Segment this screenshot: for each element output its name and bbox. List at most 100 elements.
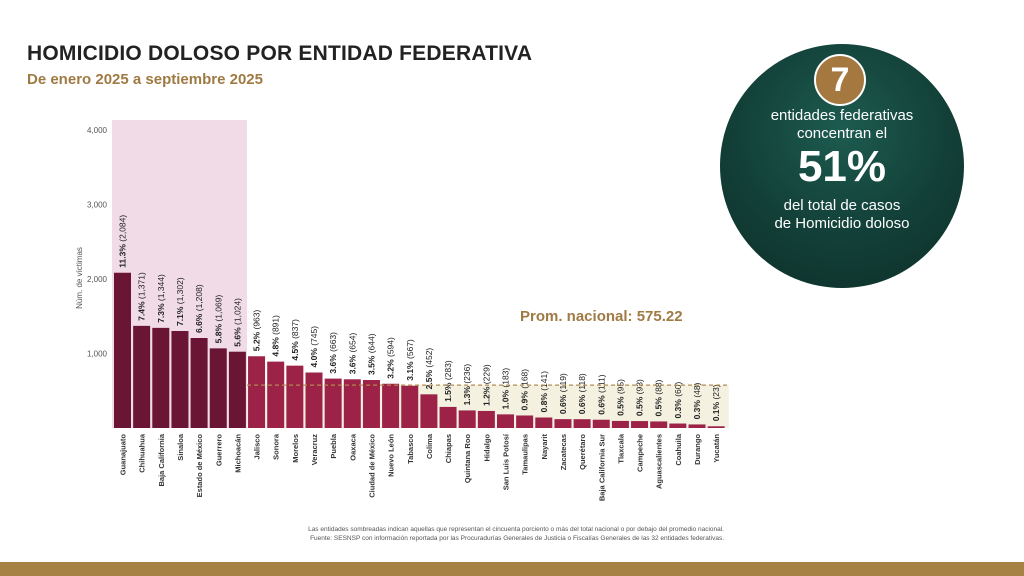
x-tick-label: Baja California Sur	[597, 434, 606, 501]
count-label: (1,371)	[137, 272, 147, 299]
count-label: (93)	[635, 379, 645, 394]
x-tick-label: Querétaro	[578, 434, 587, 470]
data-label: 0.3% (60)	[673, 381, 683, 418]
percent-label: 0.1%	[711, 400, 721, 422]
x-tick-label: Veracruz	[310, 434, 319, 466]
bar	[669, 423, 687, 428]
count-label: (1,302)	[175, 277, 185, 304]
count-label: (168)	[520, 369, 530, 389]
bar	[458, 410, 476, 428]
count-label: (119)	[558, 373, 568, 392]
x-tick-label: Tlaxcala	[616, 433, 625, 463]
data-label: 7.4% (1,371)	[137, 272, 147, 321]
bar	[248, 356, 266, 428]
count-label: (1,208)	[194, 284, 204, 311]
bar	[420, 394, 438, 428]
count-label: (111)	[596, 374, 606, 393]
percent-label: 0.5%	[635, 394, 645, 416]
x-tick-label: Baja California	[157, 433, 166, 486]
x-tick-label: Jalisco	[253, 434, 262, 460]
x-tick-label: Michoacán	[233, 434, 242, 473]
count-label: (23)	[711, 384, 721, 399]
data-label: 5.2% (963)	[252, 309, 262, 351]
bar	[516, 415, 534, 428]
data-label: 0.6% (111)	[596, 374, 606, 415]
x-tick-label: Tabasco	[406, 434, 415, 464]
percent-label: 3.6%	[328, 352, 338, 374]
bar	[343, 379, 361, 428]
bar	[190, 338, 208, 428]
data-label: 0.5% (93)	[635, 379, 645, 416]
percent-label: 5.2%	[252, 330, 262, 352]
count-label: (452)	[424, 348, 434, 368]
percent-label: 1.2%	[481, 384, 491, 406]
x-tick-label: Puebla	[329, 433, 338, 458]
x-tick-label: Ciudad de México	[367, 434, 376, 498]
data-label: 6.6% (1,208)	[194, 284, 204, 333]
bar	[401, 385, 419, 428]
x-tick-label: Tamaulipas	[521, 434, 530, 475]
x-tick-label: Zacatecas	[559, 434, 568, 470]
percent-label: 1.5%	[443, 380, 453, 402]
percent-label: 1.3%	[462, 384, 472, 406]
percent-label: 0.5%	[615, 394, 625, 416]
percent-label: 7.3%	[156, 301, 166, 323]
percent-label: 5.8%	[213, 322, 223, 344]
data-label: 3.5% (644)	[366, 333, 376, 375]
data-label: 0.9% (168)	[520, 369, 530, 411]
callout-line-3: del total de casos	[783, 197, 901, 214]
bar	[439, 406, 457, 428]
bar	[707, 426, 725, 428]
y-axis-label: Núm. de víctimas	[75, 247, 84, 309]
count-label: (1,344)	[156, 274, 166, 301]
percent-label: 0.9%	[520, 389, 530, 411]
count-label: (837)	[290, 319, 300, 339]
percent-label: 0.8%	[539, 391, 549, 413]
data-label: 5.6% (1,024)	[232, 298, 242, 347]
percent-label: 4.0%	[309, 346, 319, 368]
average-label: Prom. nacional: 575.22	[520, 308, 683, 325]
data-label: 0.5% (88)	[654, 379, 664, 416]
x-tick-label: San Luis Potosí	[502, 433, 511, 490]
bar	[477, 410, 495, 428]
count-label: (1,024)	[232, 298, 242, 325]
percent-label: 0.3%	[692, 398, 702, 420]
y-tick-label: 3,000	[87, 201, 108, 210]
data-label: 3.6% (663)	[328, 332, 338, 374]
percent-label: 4.5%	[290, 339, 300, 361]
bar	[535, 417, 553, 428]
data-label: 5.8% (1,069)	[213, 295, 223, 344]
x-tick-label: Durango	[693, 434, 702, 465]
percent-label: 5.6%	[232, 325, 242, 347]
data-label: 3.2% (594)	[386, 337, 396, 379]
count-label: (745)	[309, 326, 319, 346]
data-label: 1.5% (283)	[443, 360, 453, 402]
x-tick-label: Guanajuato	[119, 434, 128, 476]
x-tick-label: Yucatán	[712, 434, 721, 463]
bar	[688, 424, 706, 428]
percent-label: 0.6%	[577, 392, 587, 414]
data-label: 4.5% (837)	[290, 319, 300, 361]
count-label: (229)	[481, 364, 491, 384]
bar	[611, 420, 629, 428]
count-label: (891)	[271, 315, 281, 335]
x-tick-label: Chiapas	[444, 434, 453, 463]
callout-line-1: entidades federativas	[770, 107, 914, 124]
x-tick-label: Hidalgo	[482, 434, 491, 462]
percent-label: 4.8%	[271, 335, 281, 357]
x-tick-label: Oaxaca	[348, 433, 357, 461]
bar	[497, 414, 514, 428]
bar	[267, 361, 285, 428]
data-label: 7.3% (1,344)	[156, 274, 166, 323]
data-label: 3.1% (567)	[405, 339, 415, 381]
percent-label: 0.6%	[558, 392, 568, 414]
percent-label: 2.5%	[424, 368, 434, 390]
x-tick-label: Guerrero	[214, 434, 223, 467]
x-tick-label: Nayarit	[540, 434, 549, 460]
bar	[554, 419, 572, 428]
percent-label: 0.5%	[654, 395, 664, 417]
y-tick-label: 2,000	[87, 275, 108, 284]
data-label: 1.0% (183)	[501, 368, 511, 410]
data-label: 1.2% (229)	[481, 364, 491, 406]
percent-label: 7.1%	[175, 304, 185, 326]
